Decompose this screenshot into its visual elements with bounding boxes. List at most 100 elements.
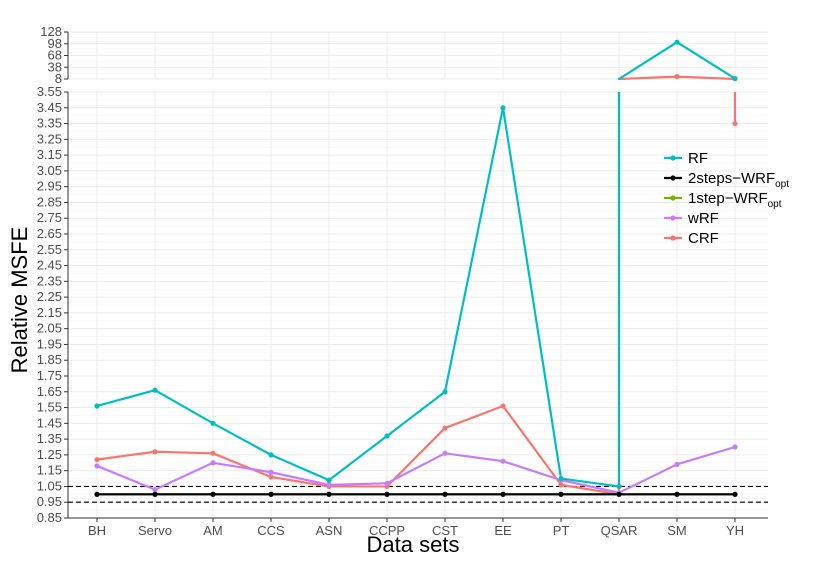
x-axis: BH Servo AM CCS ASN CCPP CST EE PT QSAR SM YH [68, 517, 768, 538]
legend-key-point [670, 195, 676, 201]
upper-y-tick-label: 128 [40, 24, 62, 39]
lower-y-tick-label: 3.45 [37, 100, 62, 115]
series-segment [95, 450, 157, 461]
legend-item: CRF [664, 230, 719, 247]
lower-y-tick-label: 0.95 [37, 494, 62, 509]
x-tick-label: AM [203, 523, 223, 538]
x-tick-label: YH [726, 523, 744, 538]
data-point [558, 482, 564, 488]
lower-y-tick-label: 3.15 [37, 147, 62, 162]
data-point [152, 487, 158, 493]
upper-y-tick-label: 98 [48, 36, 62, 51]
series-segment [617, 41, 679, 81]
data-point [152, 387, 158, 393]
lower-y-tick-label: 1.65 [37, 384, 62, 399]
data-point [210, 491, 216, 497]
data-point [674, 491, 680, 497]
series-segment [617, 463, 679, 494]
legend-key-point [670, 215, 676, 221]
data-point [152, 491, 158, 497]
lower-y-tick-label: 1.35 [37, 431, 62, 446]
series-segment [385, 452, 447, 485]
data-point [442, 450, 448, 456]
series-segment [153, 450, 215, 455]
series-2steps-wrf [94, 491, 738, 497]
x-tick-label: CCPP [369, 523, 405, 538]
series-segment [269, 475, 331, 488]
series-segment [559, 483, 621, 496]
data-point [94, 463, 100, 469]
data-point [732, 444, 738, 450]
legend-label-main: RF [688, 150, 708, 167]
lower-panel: 0.850.951.051.151.251.351.451.551.651.75… [37, 84, 768, 525]
data-point [210, 460, 216, 466]
legend-label-main: 2steps−WRF [688, 170, 775, 187]
lower-y-tick-label: 2.75 [37, 210, 62, 225]
data-point [674, 74, 680, 80]
x-tick-label: SM [667, 523, 687, 538]
lower-y-tick-label: 2.25 [37, 289, 62, 304]
legend-key-point [670, 175, 676, 181]
series-segment [559, 477, 621, 488]
series-segment [211, 461, 273, 474]
data-point [500, 491, 506, 497]
series-segment [443, 106, 505, 393]
data-point [442, 389, 448, 395]
lower-y-tick-label: 1.25 [37, 447, 62, 462]
series-segment [501, 460, 563, 482]
x-tick-label: ASN [316, 523, 343, 538]
data-point [384, 480, 390, 486]
data-point [442, 491, 448, 497]
legend-label-subscript: opt [768, 199, 782, 210]
series-segment [501, 106, 563, 480]
legend-item: RF [664, 150, 708, 167]
series-segment [559, 479, 621, 494]
lower-y-tick-label: 2.95 [37, 179, 62, 194]
upper-y-tick-label: 8 [55, 71, 62, 86]
series-crf [94, 74, 738, 497]
lower-y-tick-label: 2.05 [37, 321, 62, 336]
lower-y-tick-label: 2.15 [37, 305, 62, 320]
series-segment [95, 464, 157, 491]
lower-y-tick-label: 1.55 [37, 400, 62, 415]
series-wrf [94, 444, 738, 496]
series-segment [269, 453, 331, 482]
series-segment [385, 426, 447, 488]
lower-y-tick-label: 1.95 [37, 336, 62, 351]
lower-y-tick-label: 3.25 [37, 131, 62, 146]
data-point [732, 120, 738, 127]
legend-label: wRF [687, 210, 719, 227]
series-segment [443, 404, 505, 430]
data-point [558, 475, 564, 482]
data-point [326, 477, 332, 483]
data-point [268, 491, 274, 497]
series-segment [211, 422, 273, 456]
data-point [500, 403, 506, 409]
lower-y-tick-label: 1.85 [37, 352, 62, 367]
x-tick-label: QSAR [601, 523, 638, 538]
series-layer [94, 39, 738, 497]
legend-label-main: CRF [688, 230, 719, 247]
legend-item: 1step−WRFopt [664, 190, 782, 210]
legend-key-point [670, 235, 676, 241]
lower-y-tick-label: 3.05 [37, 163, 62, 178]
lower-y-tick-label: 2.45 [37, 258, 62, 273]
data-point [152, 449, 158, 455]
data-point [500, 105, 506, 111]
series-segment [211, 452, 273, 479]
series-segment [675, 75, 737, 81]
data-point [210, 420, 216, 426]
data-point [384, 491, 390, 497]
lower-y-tick-label: 3.35 [37, 116, 62, 131]
data-point [558, 491, 564, 497]
legend-label: RF [688, 150, 708, 167]
series-segment [95, 389, 157, 408]
lower-y-tick-label: 2.65 [37, 226, 62, 241]
lower-y-tick-label: 2.55 [37, 242, 62, 257]
data-point [94, 403, 100, 409]
data-point [94, 457, 100, 463]
data-point [442, 425, 448, 431]
x-tick-label: CCS [257, 523, 285, 538]
